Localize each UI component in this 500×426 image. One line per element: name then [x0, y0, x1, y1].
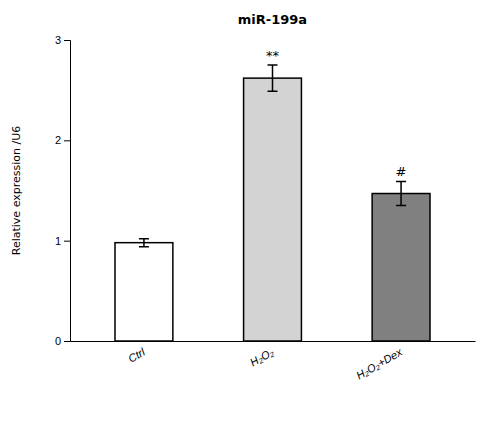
bar: [372, 194, 430, 341]
tick-mark: [64, 341, 70, 342]
tick-label: 2: [55, 134, 61, 146]
tick-mark: [64, 241, 70, 242]
error-bar: [268, 65, 278, 91]
y-tick: 3: [55, 34, 70, 46]
tick-mark: [64, 140, 70, 141]
tick-mark: [64, 40, 70, 41]
tick-label: 0: [55, 335, 61, 347]
tick-label: H₂O₂+Dex: [354, 345, 404, 381]
tick-label: 1: [55, 235, 61, 247]
tick-label: H₂O₂: [248, 345, 276, 368]
bar: [115, 243, 173, 341]
tick-label: Ctrl: [126, 345, 147, 364]
plot: 0 1 2 3 Ctrl H₂O₂ H₂O₂+Dex ** #: [55, 34, 476, 381]
x-axis: Ctrl H₂O₂ H₂O₂+Dex: [71, 341, 476, 382]
chart: 0 1 2 3 Ctrl H₂O₂ H₂O₂+Dex ** # miR-199a Relative …: [0, 0, 500, 426]
annotation: #: [396, 164, 407, 179]
chart-container: 0 1 2 3 Ctrl H₂O₂ H₂O₂+Dex ** # miR-199a Relative …: [0, 0, 500, 426]
y-tick: 2: [55, 134, 70, 146]
bar: [244, 78, 302, 341]
annotation: **: [266, 48, 280, 63]
x-tick: H₂O₂+Dex: [354, 341, 404, 382]
y-tick: 0: [55, 335, 70, 347]
axis-line: [71, 341, 476, 342]
x-tick: Ctrl: [126, 341, 147, 365]
title: miR-199a: [238, 12, 307, 27]
axis-line: [64, 41, 71, 342]
tick-label: 3: [55, 34, 61, 46]
error-bar: [396, 181, 406, 205]
x-tick: H₂O₂: [248, 341, 276, 369]
marks: [115, 65, 430, 341]
y-tick: 1: [55, 235, 70, 247]
error-bar: [139, 239, 149, 247]
annotations: ** #: [266, 48, 407, 179]
y-axis-title: Relative expression /U6: [10, 126, 23, 255]
y-axis: 0 1 2 3: [55, 34, 71, 347]
